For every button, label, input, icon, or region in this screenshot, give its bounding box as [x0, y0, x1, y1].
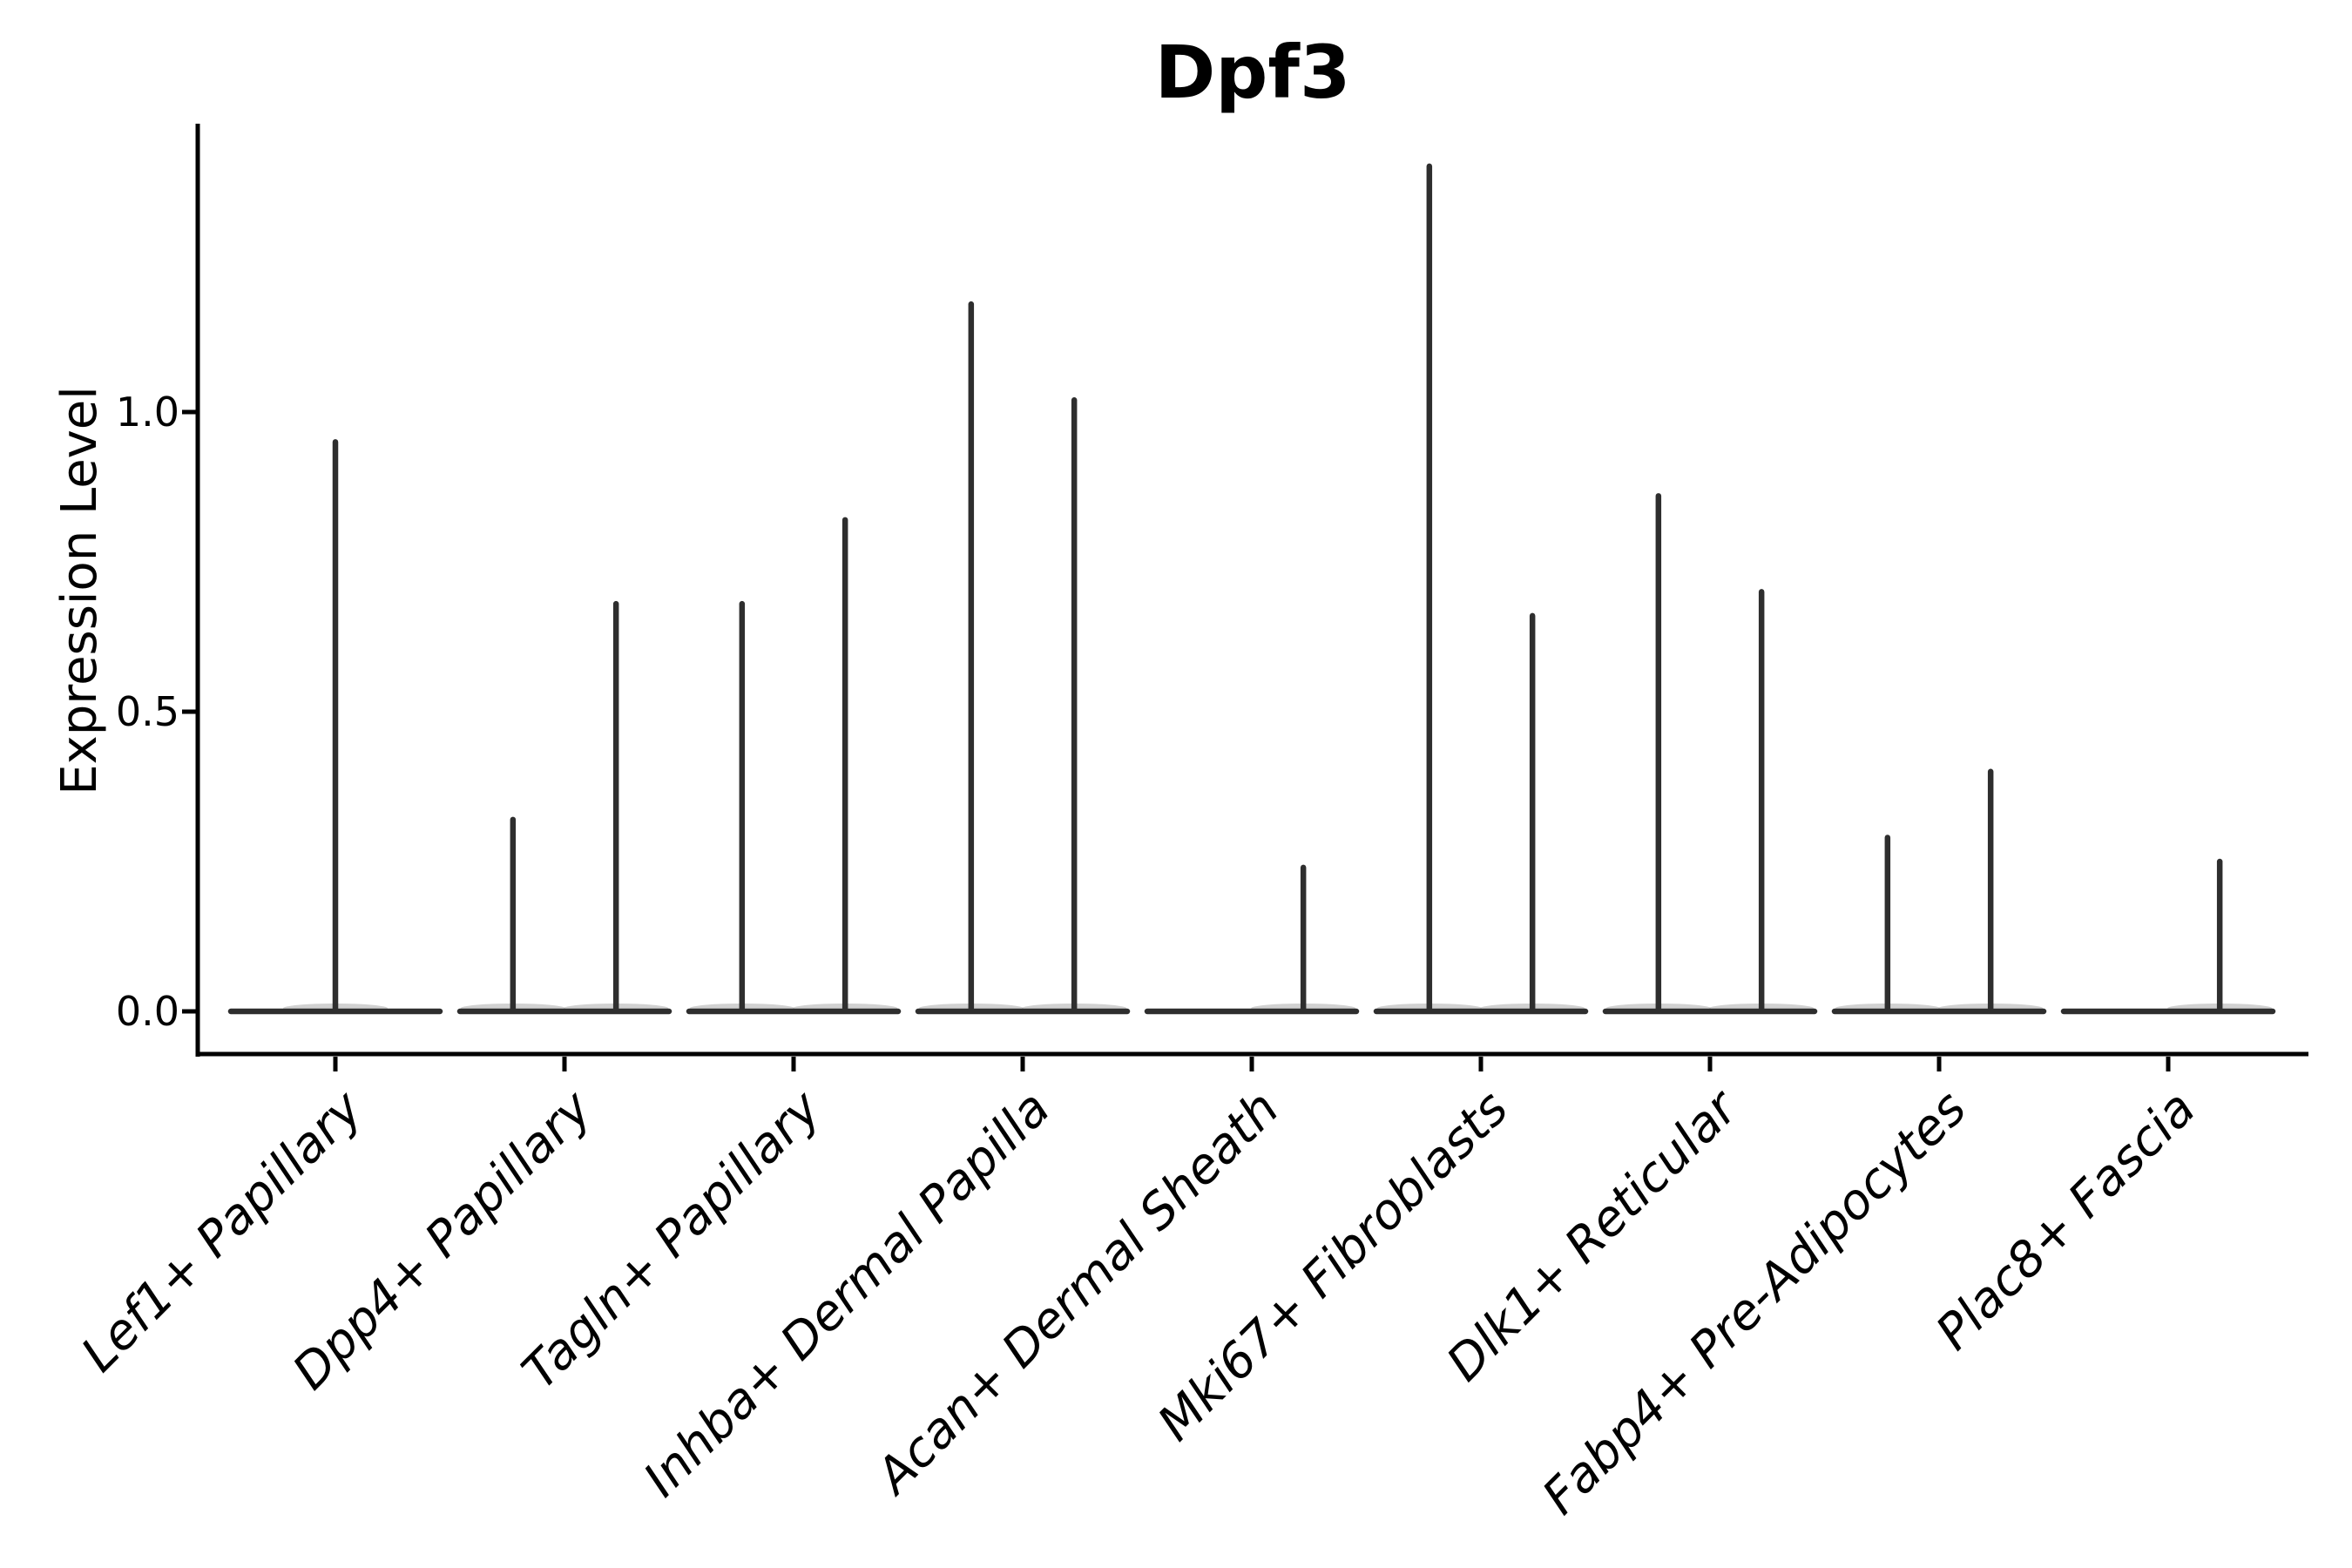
- x-tick-label-inhba-dermal-papilla: Inhba+ Dermal Papilla: [633, 1080, 1061, 1508]
- y-tick-label-1: 0.5: [116, 688, 179, 735]
- violins-layer: [227, 163, 2276, 1071]
- y-tick-label-2: 1.0: [116, 389, 179, 436]
- x-tick-label-fabp4-pre-adipocytes: Fabp4+ Pre-Adipocytes: [1532, 1080, 1977, 1525]
- x-axis-labels: Lef1+ Papillary Dpp4+ Papillary Tagln+ P…: [71, 1078, 2207, 1525]
- y-axis-label: Expression Level: [51, 386, 108, 795]
- x-tick-label-acan-dermal-sheath: Acan+ Dermal Sheath: [864, 1080, 1290, 1506]
- chart-title: Dpf3: [1155, 30, 1351, 115]
- y-tick-label-0: 0.0: [116, 988, 179, 1035]
